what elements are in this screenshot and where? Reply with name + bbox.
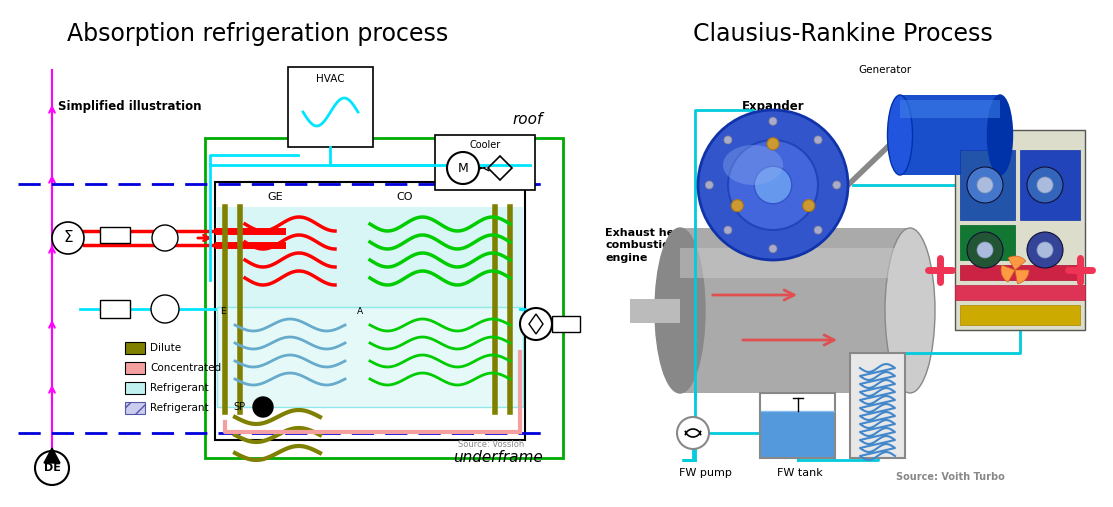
Bar xyxy=(761,411,834,457)
Text: Source: Voith Turbo: Source: Voith Turbo xyxy=(896,472,1005,482)
Circle shape xyxy=(447,152,479,184)
Bar xyxy=(217,207,523,307)
Circle shape xyxy=(833,181,840,189)
Circle shape xyxy=(152,225,178,251)
Circle shape xyxy=(151,295,179,323)
Circle shape xyxy=(1027,232,1063,268)
Text: Expander: Expander xyxy=(741,100,805,113)
Text: FW tank: FW tank xyxy=(777,468,823,478)
Bar xyxy=(1020,150,1080,220)
Circle shape xyxy=(755,166,791,204)
Bar xyxy=(955,285,1085,300)
Bar xyxy=(760,393,835,458)
Circle shape xyxy=(1037,177,1053,193)
Circle shape xyxy=(769,117,777,125)
Bar xyxy=(125,342,145,354)
Bar xyxy=(961,225,1015,260)
Circle shape xyxy=(723,226,732,234)
Circle shape xyxy=(814,226,823,234)
Circle shape xyxy=(977,177,993,193)
Bar xyxy=(900,95,999,175)
Circle shape xyxy=(35,451,69,485)
Circle shape xyxy=(1027,167,1063,203)
Text: Σ: Σ xyxy=(63,231,72,245)
Text: Simplified illustration: Simplified illustration xyxy=(58,100,201,113)
Text: E: E xyxy=(220,307,226,316)
Circle shape xyxy=(520,308,552,340)
Text: A: A xyxy=(357,307,363,316)
Bar xyxy=(288,67,373,147)
Bar xyxy=(205,138,563,458)
Bar xyxy=(435,135,535,190)
Text: underframe: underframe xyxy=(453,450,543,465)
Text: Refrigerant: Refrigerant xyxy=(150,403,208,413)
Bar xyxy=(217,307,523,407)
Bar xyxy=(100,300,130,318)
Polygon shape xyxy=(45,448,60,463)
Text: P: P xyxy=(971,105,977,118)
Bar xyxy=(955,130,1085,330)
Circle shape xyxy=(52,222,83,254)
Text: Generator: Generator xyxy=(858,65,912,75)
Circle shape xyxy=(967,167,1003,203)
Circle shape xyxy=(728,140,818,230)
Text: GE: GE xyxy=(267,192,283,202)
Ellipse shape xyxy=(885,228,935,393)
Bar xyxy=(630,299,680,322)
Text: Refrigerant: Refrigerant xyxy=(150,383,208,393)
Circle shape xyxy=(677,417,709,449)
Circle shape xyxy=(253,397,273,417)
Circle shape xyxy=(967,232,1003,268)
Bar xyxy=(961,150,1015,220)
Ellipse shape xyxy=(987,95,1013,175)
Bar xyxy=(125,402,145,414)
Text: Concentrated: Concentrated xyxy=(150,363,221,373)
Wedge shape xyxy=(1015,270,1030,284)
Circle shape xyxy=(977,242,993,258)
Text: CO: CO xyxy=(396,192,413,202)
Text: FW pump: FW pump xyxy=(679,468,731,478)
Ellipse shape xyxy=(723,145,784,185)
Bar xyxy=(125,382,145,394)
Text: el: el xyxy=(981,108,988,117)
Circle shape xyxy=(802,200,815,211)
Bar xyxy=(552,316,580,332)
Wedge shape xyxy=(1008,256,1026,270)
Circle shape xyxy=(731,200,743,211)
Wedge shape xyxy=(1001,265,1015,282)
Text: Exhaust heat
combustion
engine: Exhaust heat combustion engine xyxy=(605,228,687,263)
Circle shape xyxy=(767,138,779,150)
Ellipse shape xyxy=(654,228,705,393)
Bar xyxy=(100,227,130,243)
Bar xyxy=(215,182,525,440)
Bar xyxy=(900,100,999,118)
Text: M: M xyxy=(457,162,469,174)
Circle shape xyxy=(814,136,823,144)
Bar xyxy=(961,305,1080,325)
Text: HVAC: HVAC xyxy=(316,74,345,84)
Bar xyxy=(850,353,905,458)
Circle shape xyxy=(769,245,777,253)
Bar xyxy=(125,362,145,374)
Circle shape xyxy=(1037,242,1053,258)
Circle shape xyxy=(706,181,713,189)
Text: Source: Vossloh: Source: Vossloh xyxy=(457,440,524,449)
Text: Clausius-Rankine Process: Clausius-Rankine Process xyxy=(693,22,993,46)
Bar xyxy=(961,265,1080,280)
Text: Condensator: Condensator xyxy=(850,343,922,353)
Bar xyxy=(680,228,910,393)
Circle shape xyxy=(698,110,848,260)
Text: Cooler: Cooler xyxy=(470,140,501,150)
Text: Absorption refrigeration process: Absorption refrigeration process xyxy=(68,22,449,46)
Text: roof: roof xyxy=(513,112,543,127)
Ellipse shape xyxy=(887,95,913,175)
Text: DE: DE xyxy=(43,463,60,473)
Text: Dilute: Dilute xyxy=(150,343,181,353)
Bar xyxy=(680,248,910,278)
Circle shape xyxy=(723,136,732,144)
Text: SP: SP xyxy=(233,402,245,412)
